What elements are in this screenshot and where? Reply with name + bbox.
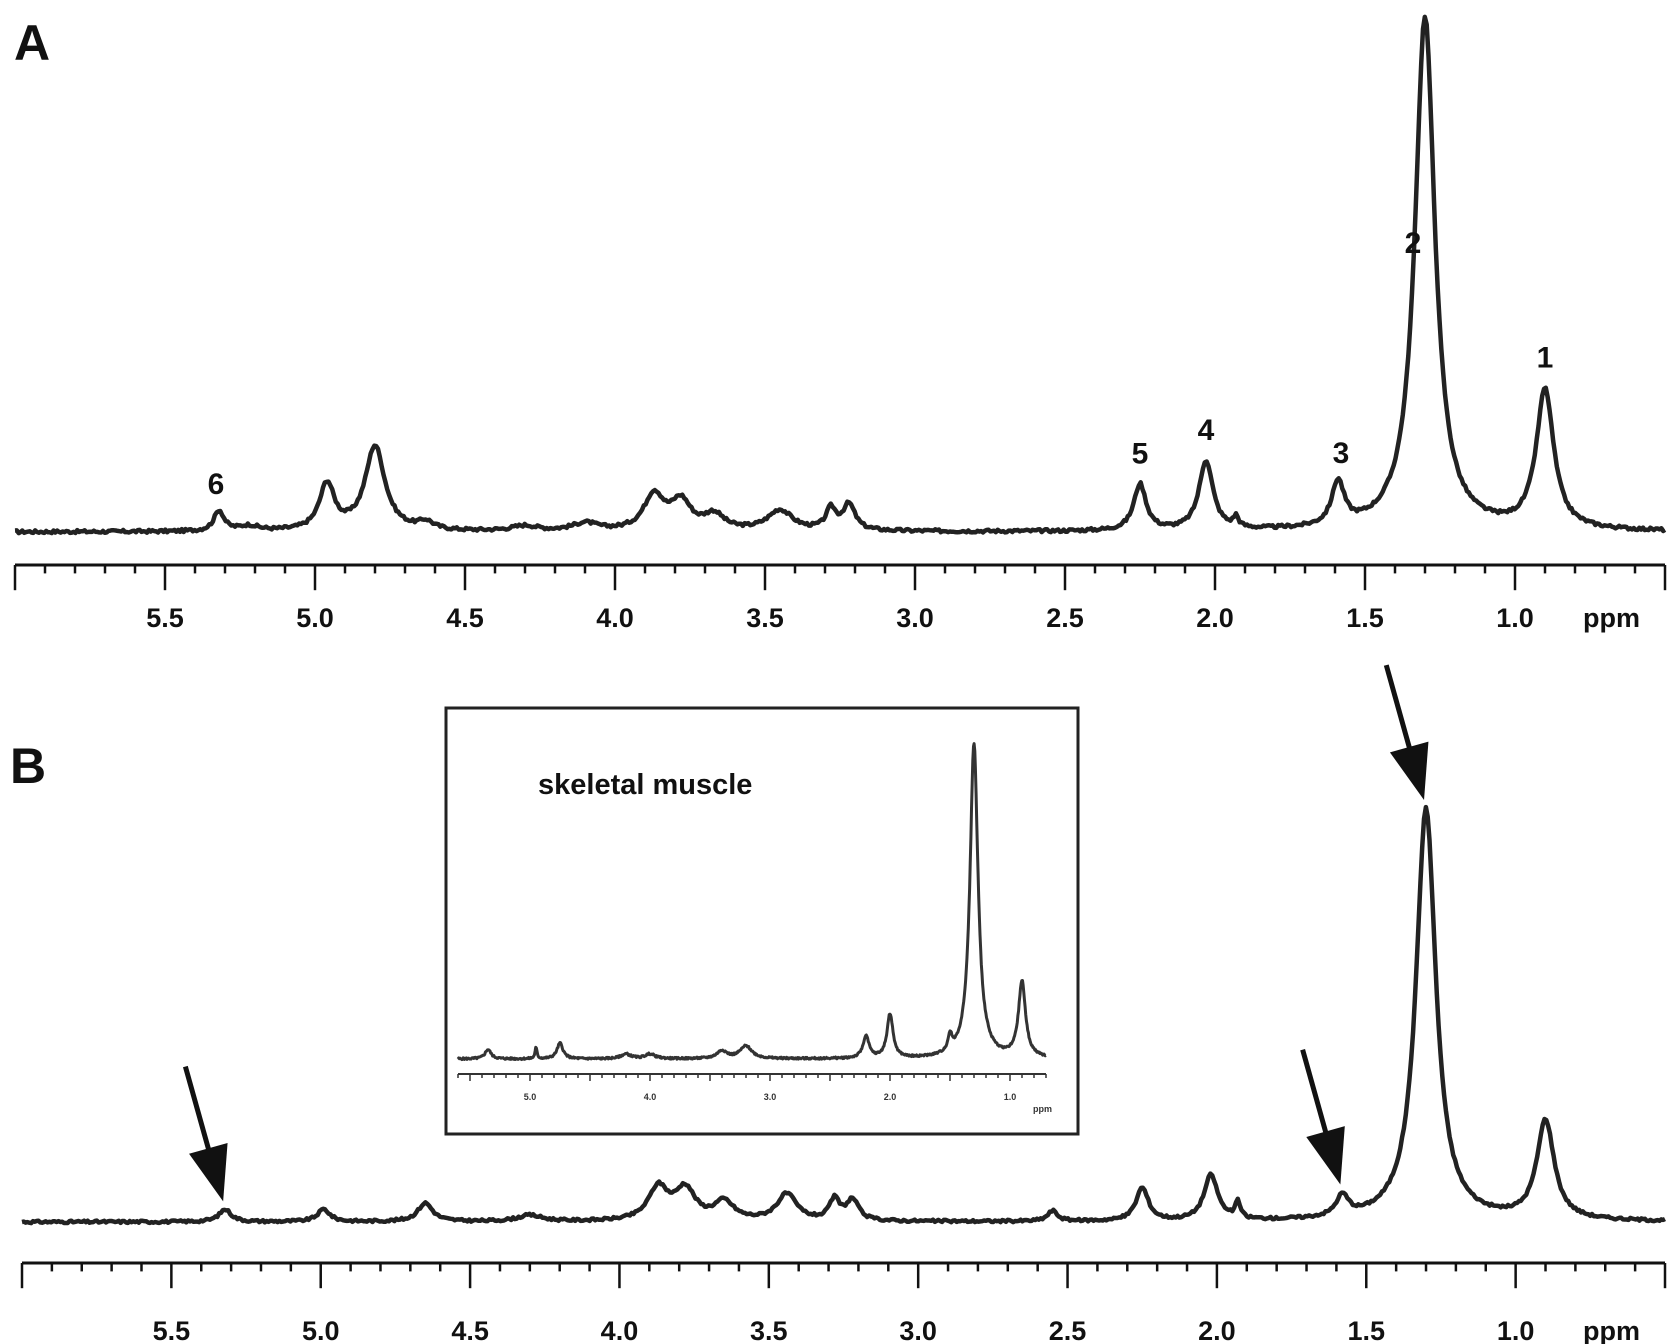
inset-tick-label: 2.0 bbox=[884, 1092, 897, 1102]
arrow-marker bbox=[1383, 664, 1429, 800]
panel-b-x-axis-tick-label: 3.0 bbox=[899, 1316, 937, 1344]
panel-a-x-axis-tick-label: 4.0 bbox=[596, 603, 634, 633]
panel-a-spectrum-line bbox=[14, 14, 1667, 536]
arrow-shaft bbox=[1383, 664, 1416, 763]
panel-a-letter: A bbox=[14, 15, 50, 71]
inset-title: skeletal muscle bbox=[538, 769, 752, 801]
arrow-head bbox=[1389, 741, 1429, 800]
panel-a-x-axis-tick-label: 2.0 bbox=[1196, 603, 1234, 633]
panel-b-letter: B bbox=[10, 738, 46, 794]
panel-b-x-axis-tick-label: 4.5 bbox=[451, 1316, 489, 1344]
panel-a-x-axis-tick-label: 5.0 bbox=[296, 603, 334, 633]
peak-label-3: 3 bbox=[1333, 437, 1350, 470]
panel-b-x-axis-tick-label: 5.0 bbox=[302, 1316, 340, 1344]
panel-a-x-axis-unit: ppm bbox=[1583, 603, 1640, 633]
panel-b: B 5.5 5.0 4.5 4.0 3.5 3.0 2.5 2.0 1.5 1.0 ppm ske… bbox=[10, 664, 1667, 1344]
arrow-marker bbox=[1300, 1049, 1345, 1185]
panel-b-x-axis-tick-label: 1.5 bbox=[1347, 1316, 1385, 1344]
panel-a-peak-labels: 1 2 3 4 5 6 bbox=[208, 227, 1554, 501]
peak-label-1: 1 bbox=[1537, 342, 1554, 375]
inset-tick-label: 3.0 bbox=[764, 1092, 777, 1102]
inset-x-axis-unit: ppm bbox=[1033, 1104, 1052, 1114]
panel-b-arrows bbox=[182, 664, 1429, 1202]
panel-a-x-axis-tick-label: 4.5 bbox=[446, 603, 484, 633]
panel-a-x-axis-tick-label: 2.5 bbox=[1046, 603, 1084, 633]
panel-b-x-axis: 5.5 5.0 4.5 4.0 3.5 3.0 2.5 2.0 1.5 1.0 bbox=[20, 1261, 1667, 1344]
arrow-shaft bbox=[182, 1065, 215, 1164]
panel-a-x-axis-tick-label: 1.0 bbox=[1496, 603, 1534, 633]
peak-label-2: 2 bbox=[1405, 227, 1422, 260]
panel-b-spectrum-line bbox=[21, 804, 1667, 1226]
panel-b-x-axis-tick-label: 4.0 bbox=[601, 1316, 639, 1344]
panel-b-x-axis-tick-label: 2.5 bbox=[1049, 1316, 1087, 1344]
panel-b-x-axis-tick-label: 2.0 bbox=[1198, 1316, 1236, 1344]
panel-a: A 5.5 5.0 4.5 4.0 3.5 3.0 2.5 2.0 1.5 1.0 123456 … bbox=[13, 14, 1667, 633]
skeletal-muscle-inset: skeletal muscle 5.0 4.0 3.0 2.0 1.0 ppm bbox=[444, 706, 1080, 1136]
inset-tick-label: 4.0 bbox=[644, 1092, 657, 1102]
panel-a-x-axis-tick-label: 3.5 bbox=[746, 603, 784, 633]
panel-a-x-axis-tick-label: 1.5 bbox=[1346, 603, 1384, 633]
panel-a-x-axis-tick-label: 5.5 bbox=[146, 603, 184, 633]
peak-label-5: 5 bbox=[1132, 437, 1149, 470]
panel-a-x-axis: 5.5 5.0 4.5 4.0 3.5 3.0 2.5 2.0 1.5 1.0 bbox=[13, 563, 1667, 633]
inset-x-axis: 5.0 4.0 3.0 2.0 1.0 bbox=[457, 1073, 1047, 1102]
panel-b-x-axis-tick-label: 3.5 bbox=[750, 1316, 788, 1344]
peak-label-6: 6 bbox=[208, 468, 225, 501]
inset-spectrum-line bbox=[456, 742, 1047, 1062]
arrow-head bbox=[189, 1143, 228, 1202]
inset-tick-label: 1.0 bbox=[1004, 1092, 1017, 1102]
panel-b-x-axis-tick-label: 5.5 bbox=[153, 1316, 191, 1344]
peak-label-4: 4 bbox=[1198, 414, 1215, 447]
panel-b-x-axis-tick-label: 1.0 bbox=[1497, 1316, 1535, 1344]
panel-a-x-axis-tick-label: 3.0 bbox=[896, 603, 934, 633]
arrow-head bbox=[1306, 1126, 1345, 1185]
arrow-shaft bbox=[1300, 1049, 1332, 1147]
arrow-marker bbox=[182, 1065, 228, 1202]
panel-b-x-axis-unit: ppm bbox=[1583, 1316, 1640, 1344]
inset-tick-label: 5.0 bbox=[524, 1092, 537, 1102]
